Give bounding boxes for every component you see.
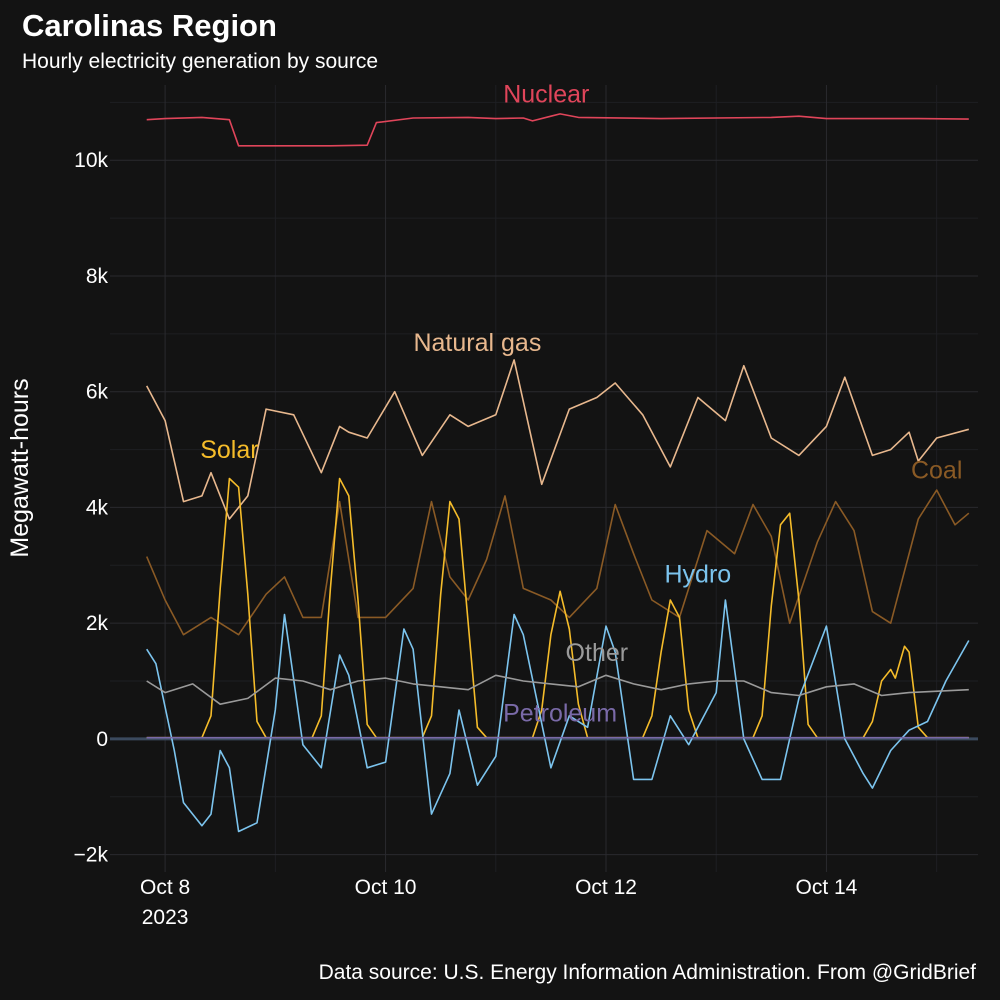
other-label: Other [566, 639, 629, 667]
coal-line [145, 489, 970, 636]
x-tick-label: Oct 12 [575, 876, 637, 899]
y-tick-label: 2k [86, 612, 109, 635]
x-tick-label: Oct 8 [140, 876, 190, 899]
y-tick-label: 8k [86, 265, 109, 288]
other-line [146, 674, 969, 705]
nuclear-label: Nuclear [503, 80, 589, 108]
x-tick-label: Oct 10 [355, 876, 417, 899]
petroleum-label: Petroleum [503, 700, 617, 728]
y-axis-title: Megawatt-hours [6, 378, 34, 557]
y-tick-label: 0 [96, 728, 108, 751]
source-caption: Data source: U.S. Energy Information Adm… [318, 961, 976, 984]
nuclear-line [146, 113, 969, 147]
x-tick-year-label: 2023 [142, 906, 189, 929]
chart-subtitle: Hourly electricity generation by source [22, 50, 378, 73]
y-tick-label: 10k [74, 149, 108, 172]
series-lines [145, 113, 970, 833]
grid [110, 85, 978, 872]
y-tick-label: 6k [86, 381, 109, 404]
natural-gas-label: Natural gas [413, 329, 541, 357]
axes: −2k 0 2k 4k 6k 8k 10k Oct 8 2023 Oct 10 Oct 12 Oct … [74, 149, 858, 929]
hydro-line [146, 599, 970, 833]
natural-gas-line [145, 359, 970, 520]
y-tick-label: −2k [74, 844, 109, 867]
solar-label: Solar [200, 436, 258, 464]
coal-label: Coal [911, 457, 962, 485]
x-tick-label: Oct 14 [796, 876, 858, 899]
hydro-label: Hydro [665, 561, 732, 589]
chart-title: Carolinas Region [22, 8, 277, 43]
series-labels: Nuclear Natural gas Coal Solar Hydro Other Pet… [200, 80, 962, 727]
y-tick-label: 4k [86, 496, 109, 519]
